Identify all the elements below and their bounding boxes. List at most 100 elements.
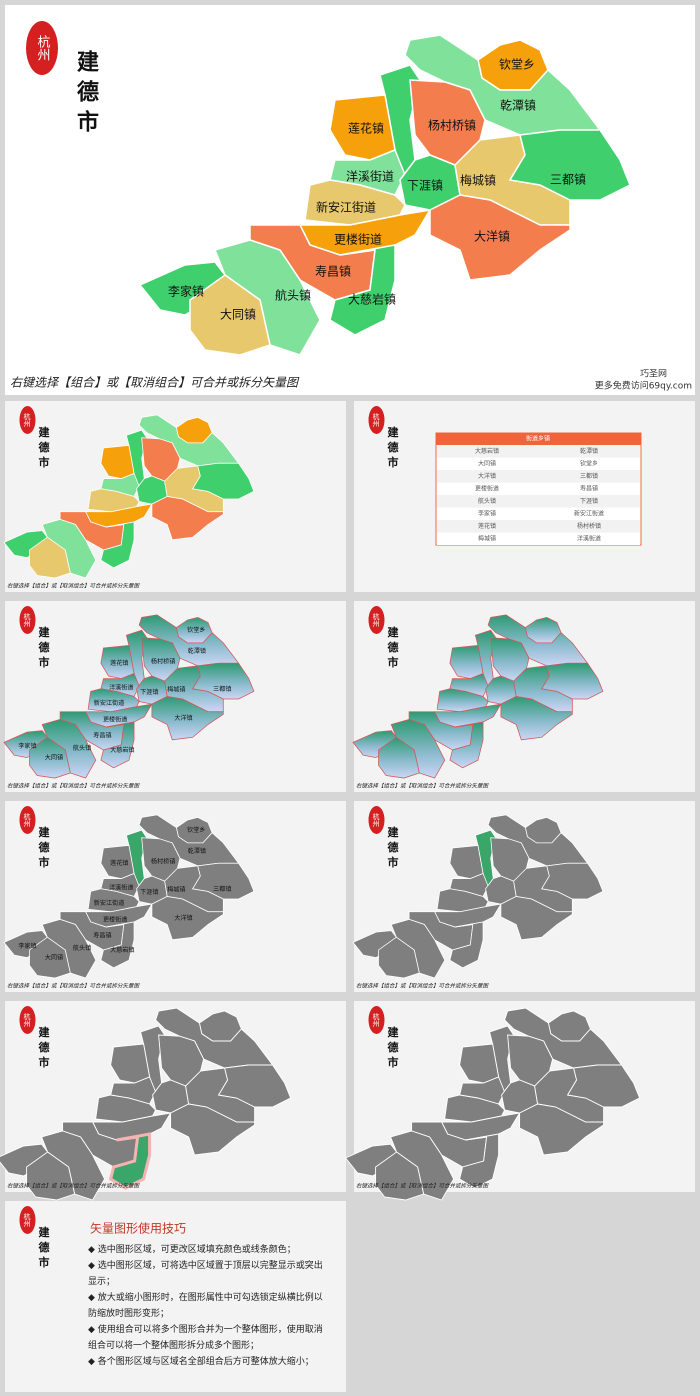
region-label: 大慈岩镇 [110, 946, 134, 954]
tip-item: ◆ 选中图形区域，可将选中区域置于顶层以完整显示或突出显示； [88, 1261, 323, 1287]
seal-text: 杭州 [23, 412, 31, 427]
city-name: 建德市 [37, 625, 51, 671]
table-row [437, 470, 640, 483]
map-region [500, 696, 573, 741]
region-label: 莲花镇 [348, 121, 384, 136]
map-region [192, 462, 255, 500]
region-label: 梅城镇 [460, 173, 496, 188]
tip-item: ◆ 各个图形区域与区域名全部组合后方可整体放大缩小； [88, 1357, 314, 1367]
city-name: 建德市 [37, 825, 51, 871]
table-cell: 三都镇 [580, 472, 598, 480]
region-label: 大同镇 [45, 754, 63, 762]
table-header: 街道乡镇 [526, 435, 550, 443]
map-region [151, 896, 224, 941]
seal [368, 406, 385, 434]
seal-text: 杭州 [372, 1012, 380, 1027]
caption: 右键选择【组合】或【取消组合】可合并或拆分矢量图 [7, 583, 141, 590]
table-row [437, 445, 640, 458]
city-name: 建德市 [37, 1025, 51, 1071]
seal-text: 杭州 [372, 812, 380, 827]
table-cell: 李家镇 [478, 510, 496, 518]
seal [368, 1006, 385, 1034]
seal [19, 406, 36, 434]
map [344, 1007, 641, 1201]
map [352, 614, 604, 779]
region-label: 杨村桥镇 [151, 657, 175, 665]
map-region [378, 736, 420, 779]
map-region [429, 194, 571, 281]
seal-text: 杭州 [23, 812, 31, 827]
table-header-bg [436, 433, 641, 445]
city-name: 建德市 [386, 625, 400, 671]
region-label: 新安江街道 [94, 899, 125, 907]
region-label: 钦堂乡 [499, 58, 535, 72]
map-region [192, 662, 255, 700]
map-region [29, 736, 71, 779]
region-label: 新安江街道 [316, 200, 376, 215]
table-cell: 下涯镇 [580, 497, 598, 505]
map-region [189, 274, 271, 356]
seal-text: 杭州 [23, 1012, 31, 1027]
region-label: 大洋镇 [474, 229, 510, 244]
map-region [217, 1064, 292, 1108]
seal [19, 1206, 36, 1234]
tip-item: ◆ 放大或缩小图形时，在图形属性中可勾选锁定纵横比例以防缩放时图形变形； [88, 1293, 323, 1319]
map-region [436, 688, 489, 713]
city-name: 建德市 [386, 825, 400, 871]
region-label: 杨村桥镇 [151, 857, 175, 865]
watermark-site: 巧圣网 [640, 369, 667, 380]
city-name: 建德市 [37, 425, 51, 471]
table-cell: 杨村桥镇 [577, 522, 601, 530]
region-label: 大同镇 [220, 308, 256, 322]
seal [19, 1006, 36, 1034]
table-cell: 寿昌镇 [580, 485, 598, 493]
map [3, 414, 255, 579]
region-label: 航头镇 [73, 944, 91, 952]
map-region [87, 488, 140, 513]
table-row [437, 520, 640, 533]
map-region [108, 1132, 152, 1190]
seal-text: 杭州 [35, 35, 51, 61]
region-label: 下涯镇 [140, 888, 158, 896]
map-region [449, 721, 484, 769]
seal [26, 21, 58, 75]
map-region [151, 496, 224, 541]
table-cell: 大洋镇 [478, 472, 496, 480]
region-label: 大慈岩镇 [110, 746, 134, 754]
table-row [437, 495, 640, 508]
seal [19, 806, 36, 834]
table-cell: 大慈岩镇 [475, 447, 499, 455]
caption: 右键选择【组合】或【取消组合】可合并或拆分矢量图 [7, 783, 141, 790]
region-label: 乾潭镇 [188, 847, 206, 855]
region-label: 钦堂乡 [187, 626, 205, 634]
city-name: 建德市 [386, 425, 400, 471]
caption: 右键选择【组合】或【取消组合】可合并或拆分矢量图 [356, 783, 490, 790]
map-region [29, 936, 71, 979]
table-row [437, 457, 640, 470]
region-label: 莲花镇 [110, 659, 128, 667]
city-name: 建德市 [386, 1025, 400, 1071]
region-label: 洋溪街道 [346, 169, 394, 184]
map-region [444, 1094, 506, 1123]
map-region [375, 1151, 425, 1201]
caption: 右键选择【组合】或【取消组合】可合并或拆分矢量图 [356, 1183, 490, 1190]
map-region [100, 521, 135, 569]
map-region [519, 1103, 605, 1156]
region-label: 杨村桥镇 [428, 118, 476, 133]
table-cell: 钦堂乡 [580, 460, 598, 468]
map-region [87, 888, 140, 913]
map-region [500, 896, 573, 941]
map-region [304, 179, 406, 226]
table-cell: 乾潭镇 [580, 447, 598, 455]
slide-background [5, 1201, 346, 1392]
map-region [378, 936, 420, 979]
region-label: 李家镇 [18, 942, 36, 950]
region-label: 李家镇 [168, 284, 204, 299]
table-cell: 更楼街道 [475, 485, 499, 493]
region-label: 下涯镇 [407, 179, 443, 193]
region-label: 莲花镇 [110, 859, 128, 867]
map-region [541, 662, 604, 700]
city-name: 建德市 [37, 1225, 51, 1271]
